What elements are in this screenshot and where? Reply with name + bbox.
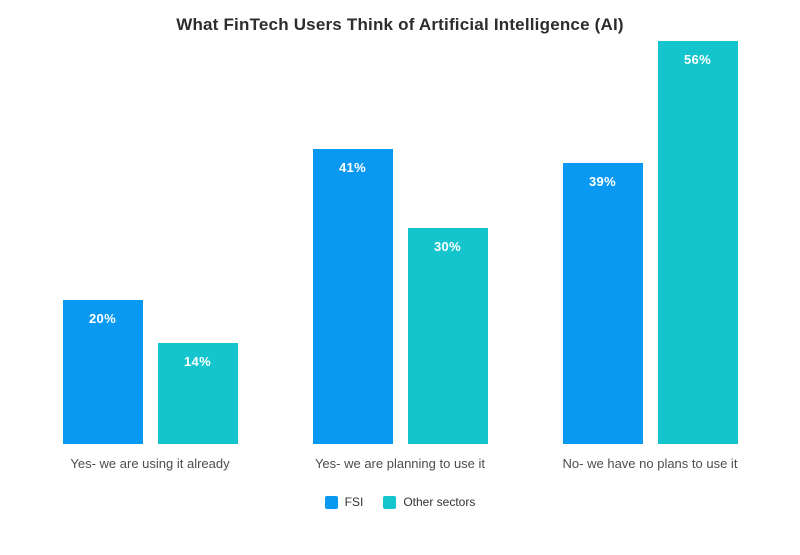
bar-fsi: 20% [62,300,143,444]
category-label: Yes- we are using it already [70,456,230,471]
chart-title: What FinTech Users Think of Artificial I… [176,15,624,34]
legend-item-fsi: FSI [324,495,364,509]
category-label: No- we have no plans to use it [562,456,738,471]
legend-swatch-icon [324,495,338,509]
bar-value-label: 39% [589,174,616,190]
bar-other-sectors: 30% [407,228,488,444]
chart-legend: FSI Other sectors [324,495,475,509]
legend-item-other-sectors: Other sectors [383,495,475,509]
category-label: Yes- we are planning to use it [314,456,486,471]
bar-fsi: 41% [312,148,393,444]
bar-pair: 41% 30% [312,39,488,444]
bar-value-label: 14% [184,354,211,370]
bar-other-sectors: 14% [157,343,238,444]
bar-group-2: 41% 30% Yes- we are planning to use it [312,39,488,471]
legend-label: Other sectors [403,495,476,509]
bar-value-label: 41% [339,159,366,175]
bar-group-1: 20% 14% Yes- we are using it already [62,39,238,471]
bar-value-label: 56% [684,51,711,67]
legend-swatch-icon [383,495,397,509]
legend-label: FSI [344,495,364,509]
bar-chart-plot: 20% 14% Yes- we are using it already 41% 30%… [62,39,738,471]
bar-fsi: 39% [562,163,643,444]
bar-other-sectors: 56% [657,40,738,444]
bar-group-3: 39% 56% No- we have no plans to use it [562,39,738,471]
bar-value-label: 30% [434,239,461,254]
bar-pair: 39% 56% [562,39,738,444]
bar-pair: 20% 14% [62,39,238,444]
bar-value-label: 20% [89,311,116,326]
